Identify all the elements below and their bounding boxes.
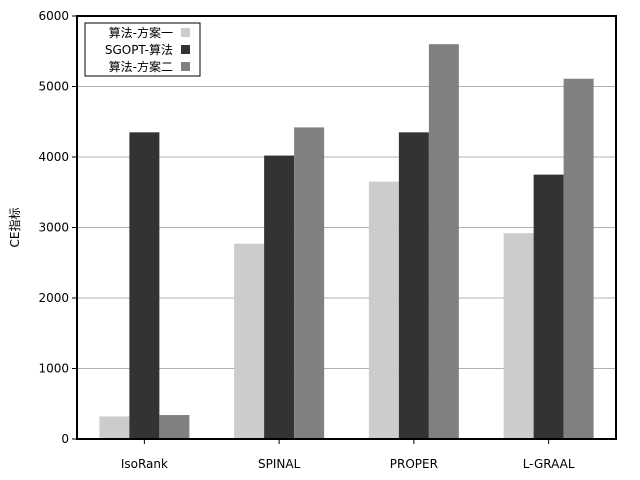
bar <box>503 233 534 439</box>
bar <box>533 174 564 439</box>
bar <box>264 155 295 439</box>
y-tick-label: 5000 <box>38 80 69 94</box>
bar <box>159 415 190 439</box>
x-tick-label: L-GRAAL <box>523 457 575 471</box>
y-tick-label: 0 <box>61 432 69 446</box>
x-tick-label: PROPER <box>390 457 438 471</box>
bars <box>99 44 594 440</box>
bar <box>294 127 325 439</box>
y-tick-label: 6000 <box>38 9 69 23</box>
x-tick-label: IsoRank <box>121 457 168 471</box>
legend-label: SGOPT-算法 <box>105 42 173 57</box>
bar <box>398 132 429 439</box>
x-tick-label: SPINAL <box>258 457 301 471</box>
legend-swatch <box>181 45 190 54</box>
y-axis: 0 1000 2000 3000 4000 5000 6000 <box>38 9 77 446</box>
bar <box>428 44 459 439</box>
legend-swatch <box>181 62 190 71</box>
bar <box>129 132 160 439</box>
bar <box>234 243 265 439</box>
legend-swatch <box>181 28 190 37</box>
legend-label: 算法-方案一 <box>109 25 173 40</box>
x-axis: IsoRank SPINAL PROPER L-GRAAL <box>121 439 575 471</box>
legend-box <box>84 22 201 77</box>
legend-label: 算法-方案二 <box>109 59 173 74</box>
bar <box>368 181 399 440</box>
y-tick-label: 2000 <box>38 291 69 305</box>
y-tick-label: 3000 <box>38 221 69 235</box>
y-tick-label: 1000 <box>38 362 69 376</box>
bar <box>563 78 594 440</box>
bar <box>99 416 130 439</box>
y-axis-label: CE指标 <box>7 208 22 248</box>
y-tick-label: 4000 <box>38 150 69 164</box>
